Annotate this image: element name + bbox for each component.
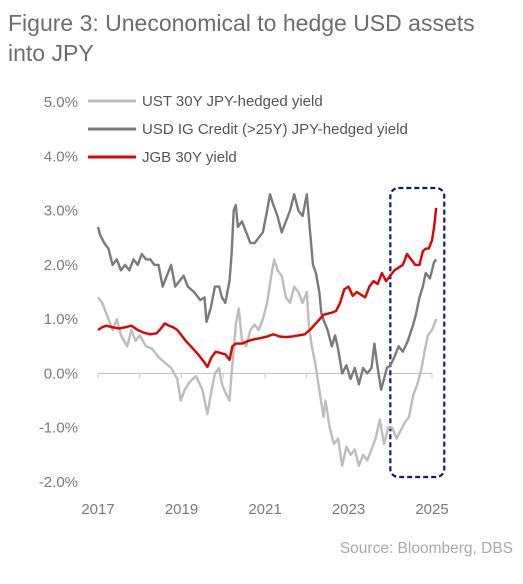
y-tick-label: 5.0% xyxy=(44,94,78,111)
x-tick-label: 2019 xyxy=(165,501,198,518)
y-axis: 5.0% 4.0% 3.0% 2.0% 1.0% 0.0% -1.0% -2.0% xyxy=(39,94,78,491)
series-line-1 xyxy=(96,193,438,391)
y-tick-label: 2.0% xyxy=(44,257,78,274)
y-tick-label: 4.0% xyxy=(44,148,78,165)
legend: UST 30Y JPY-hedged yield USD IG Credit (>… xyxy=(88,93,408,166)
x-tick-label: 2017 xyxy=(81,501,114,518)
legend-label: UST 30Y JPY-hedged yield xyxy=(142,93,323,110)
x-tick-label: 2023 xyxy=(332,501,365,518)
chart-title: Figure 3: Uneconomical to hedge USD asse… xyxy=(8,10,475,66)
highlight-box xyxy=(389,186,446,479)
highlight-rect xyxy=(389,186,446,479)
x-tick-label: 2021 xyxy=(248,501,281,518)
y-tick-label: -2.0% xyxy=(39,474,78,491)
x-axis: 2017 2019 2021 2023 2025 xyxy=(81,372,449,518)
legend-label: JGB 30Y yield xyxy=(142,149,237,166)
series-layer xyxy=(96,193,438,467)
y-tick-label: -1.0% xyxy=(39,420,78,437)
y-tick-label: 1.0% xyxy=(44,311,78,328)
y-tick-label: 3.0% xyxy=(44,203,78,220)
y-tick-label: 0.0% xyxy=(44,365,78,382)
series-line-2 xyxy=(97,207,438,369)
x-tick-label: 2025 xyxy=(415,501,448,518)
series-line-0 xyxy=(97,258,438,467)
legend-label: USD IG Credit (>25Y) JPY-hedged yield xyxy=(142,121,408,138)
source-note: Source: Bloomberg, DBS xyxy=(339,540,513,557)
